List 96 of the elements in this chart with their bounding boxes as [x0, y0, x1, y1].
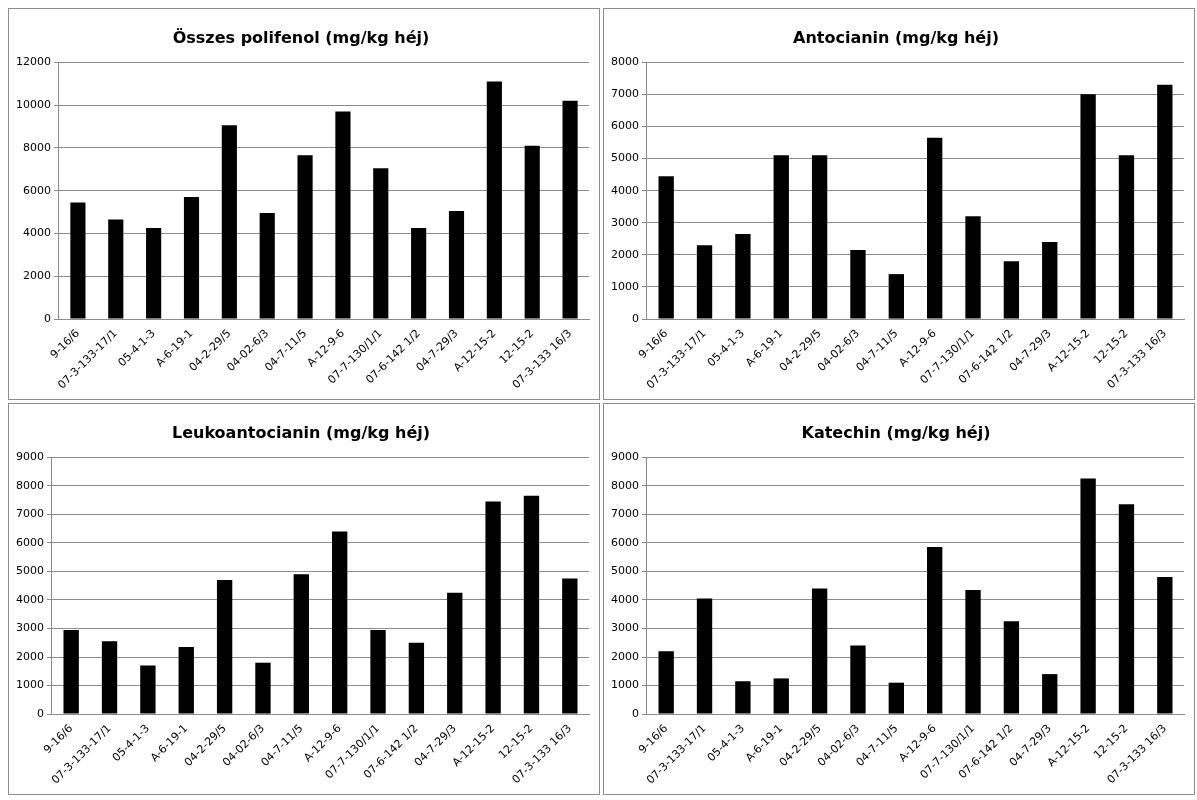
y-tick-label: 7000 — [610, 507, 639, 521]
bar — [562, 100, 578, 319]
bar — [140, 665, 156, 714]
y-tick-label: 10000 — [15, 97, 51, 111]
bar — [773, 155, 789, 319]
chart-title: Katechin (mg/kg héj) — [801, 422, 991, 442]
bar — [773, 678, 789, 714]
bar — [1080, 478, 1096, 714]
bar — [259, 213, 275, 319]
y-tick-label: 4000 — [610, 183, 639, 197]
bar — [221, 125, 237, 319]
y-tick-label: 3000 — [15, 621, 44, 635]
bar — [448, 210, 465, 319]
y-tick-label: 0 — [36, 706, 44, 720]
bar — [850, 250, 866, 319]
bar — [1157, 84, 1173, 319]
bar — [108, 219, 124, 319]
y-tick-label: 6000 — [610, 119, 639, 133]
bar — [183, 197, 200, 319]
bar — [370, 629, 386, 714]
bar — [1118, 504, 1135, 714]
y-tick-label: 1000 — [610, 279, 639, 293]
bar — [523, 495, 540, 714]
bar — [888, 274, 904, 319]
bar — [524, 145, 540, 319]
y-tick-label: 3000 — [610, 621, 639, 635]
bar — [411, 228, 427, 319]
bar — [216, 579, 233, 714]
y-tick-label: 3000 — [610, 215, 639, 229]
bar — [297, 155, 313, 319]
bar — [927, 137, 943, 319]
chart-title: Leukoantocianin (mg/kg héj) — [171, 422, 431, 442]
y-tick-label: 7000 — [610, 87, 639, 101]
bar — [850, 645, 866, 714]
bar — [811, 155, 828, 319]
bar — [658, 651, 674, 714]
bar — [927, 547, 943, 714]
y-tick-label: 1000 — [15, 678, 44, 692]
bar — [1003, 621, 1020, 714]
y-tick-label: 2000 — [610, 247, 639, 261]
y-tick-label: 9000 — [610, 450, 639, 464]
y-tick-label: 5000 — [15, 564, 44, 578]
bar — [335, 111, 351, 319]
bar — [658, 176, 674, 319]
bar — [1042, 674, 1058, 714]
y-tick-label: 0 — [631, 706, 639, 720]
chart-title: Összes polifenol (mg/kg héj) — [172, 27, 430, 47]
y-tick-label: 12000 — [15, 55, 51, 69]
bar — [485, 501, 501, 714]
y-tick-label: 9000 — [15, 450, 44, 464]
y-tick-label: 8000 — [610, 55, 639, 69]
bar — [332, 531, 348, 714]
bar — [1118, 155, 1135, 319]
bar — [293, 574, 309, 714]
bar — [811, 588, 828, 714]
y-tick-label: 6000 — [15, 535, 44, 549]
y-tick-label: 4000 — [22, 226, 51, 240]
bar — [70, 202, 86, 319]
bar — [1042, 242, 1058, 319]
y-tick-label: 2000 — [22, 269, 51, 283]
bar — [63, 629, 79, 714]
y-tick-label: 6000 — [22, 183, 51, 197]
bar — [447, 592, 463, 714]
bar — [965, 589, 981, 714]
y-tick-label: 6000 — [610, 535, 639, 549]
bar — [255, 662, 271, 714]
bar — [735, 233, 751, 319]
bar — [888, 682, 904, 714]
bar — [1080, 94, 1096, 319]
y-tick-label: 1000 — [610, 678, 639, 692]
bar — [373, 168, 389, 319]
y-tick-label: 0 — [43, 311, 51, 325]
bar — [1157, 577, 1173, 714]
y-tick-label: 2000 — [610, 649, 639, 663]
y-tick-label: 2000 — [15, 649, 44, 663]
y-tick-label: 5000 — [610, 151, 639, 165]
y-tick-label: 7000 — [15, 507, 44, 521]
bar — [101, 641, 118, 714]
bar — [562, 578, 578, 714]
y-tick-label: 8000 — [610, 478, 639, 492]
bar — [408, 642, 425, 714]
bar — [178, 647, 194, 714]
y-tick-label: 4000 — [15, 592, 44, 606]
bar — [1003, 261, 1020, 319]
y-tick-label: 5000 — [610, 564, 639, 578]
bar — [965, 216, 981, 319]
bar — [146, 228, 162, 319]
bar — [486, 81, 502, 319]
y-tick-label: 4000 — [610, 592, 639, 606]
y-tick-label: 8000 — [22, 140, 51, 154]
chart-title: Antocianin (mg/kg héj) — [793, 27, 999, 47]
bar — [735, 681, 751, 714]
bar — [696, 245, 713, 319]
y-tick-label: 0 — [631, 311, 639, 325]
bar — [696, 598, 713, 714]
y-tick-label: 8000 — [15, 478, 44, 492]
